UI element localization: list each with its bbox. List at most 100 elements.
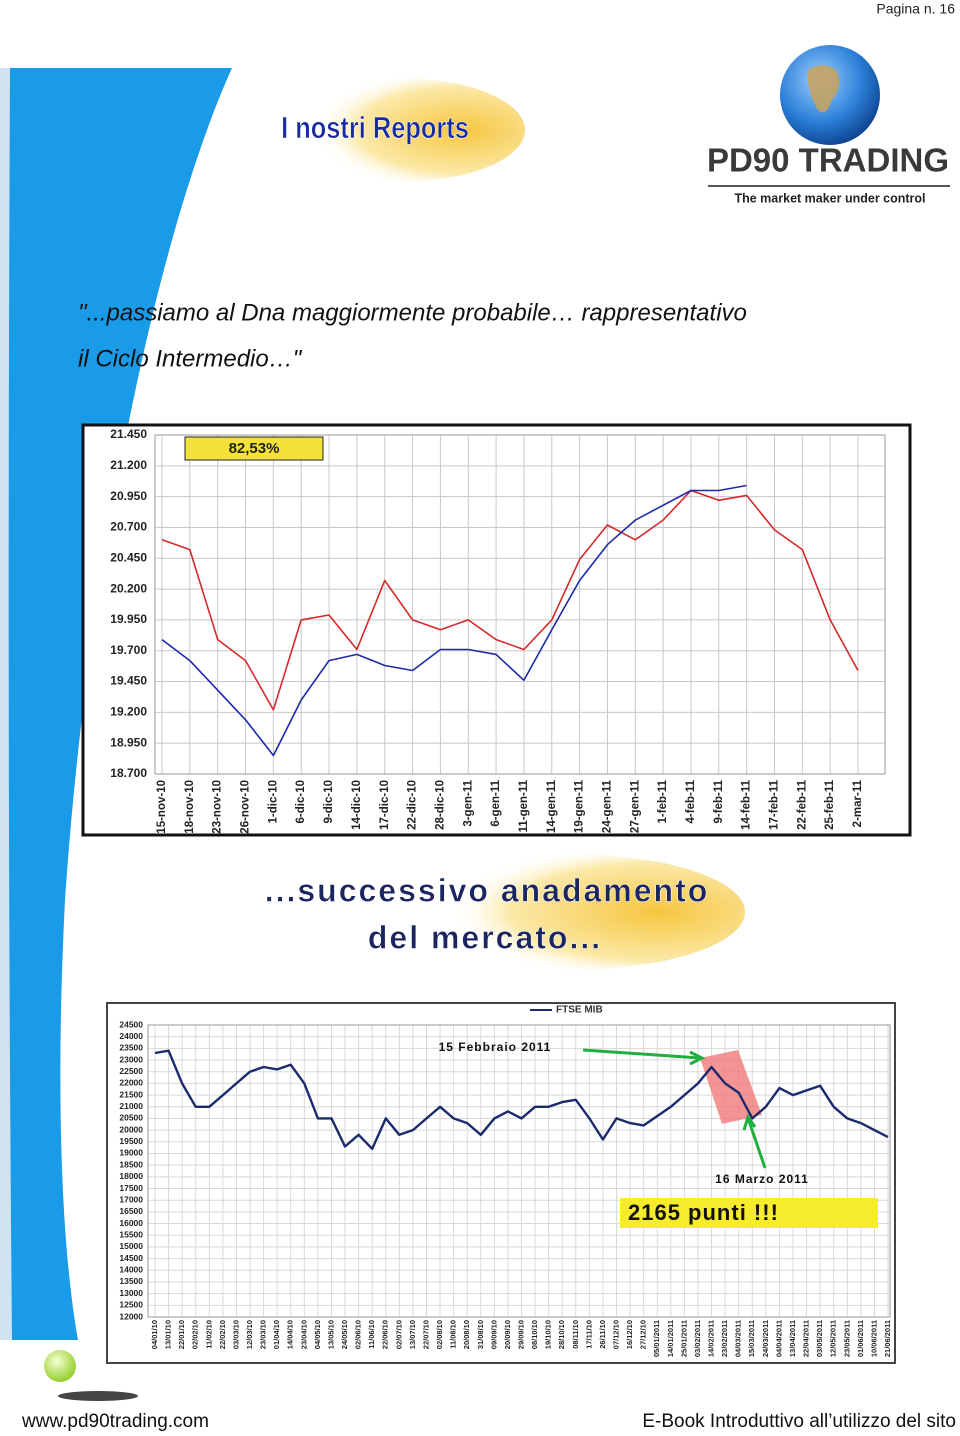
y-tick-label: 19.700 xyxy=(110,643,147,657)
x-tick-label: 05/01/2011 xyxy=(652,1320,661,1357)
arrow xyxy=(582,1048,767,1169)
y-tick-label: 18000 xyxy=(119,1171,143,1181)
y-tick-label: 17500 xyxy=(119,1183,143,1193)
x-tick-label: 22/02/10 xyxy=(218,1320,227,1349)
y-tick-label: 18500 xyxy=(119,1159,143,1169)
y-tick-label: 18.700 xyxy=(110,766,147,780)
x-tick-label: 02/02/10 xyxy=(191,1320,200,1349)
x-tick-label: 15-nov-10 xyxy=(156,780,168,834)
y-tick-label: 16000 xyxy=(119,1218,143,1228)
y-tick-label: 22000 xyxy=(119,1078,143,1088)
y-tick-label: 19.200 xyxy=(110,705,147,719)
logo-brand: PD90 TRADING xyxy=(707,142,949,179)
x-tick-label: 23-nov-10 xyxy=(212,780,224,834)
subtitle-highlight xyxy=(395,854,745,970)
x-tick-label: 24/05/10 xyxy=(340,1320,349,1349)
x-tick-label: 25/01/2011 xyxy=(679,1320,688,1357)
x-tick-label: 9-feb-11 xyxy=(713,779,725,823)
x-tick-label: 22/07/10 xyxy=(421,1320,430,1349)
x-tick-label: 23/02/2011 xyxy=(720,1320,729,1357)
x-tick-label: 25-feb-11 xyxy=(824,779,836,829)
annotation: 82,53% xyxy=(229,440,280,457)
subtitle-line: ...successivo anadamento xyxy=(265,872,710,908)
chart: 18.700 18.950 19.200 19.450 19.700 19.950 20.2… xyxy=(110,427,886,834)
x-tick-label: 22-feb-11 xyxy=(796,779,808,829)
x-tick-label: 6-dic-10 xyxy=(295,780,307,823)
y-tick-label: 21.450 xyxy=(110,427,147,441)
x-tick-label: 22/04/2011 xyxy=(802,1320,811,1357)
x-tick-label: 11/08/10 xyxy=(449,1320,458,1349)
y-tick-label: 19.950 xyxy=(110,612,147,626)
x-tick-label: 13/04/2011 xyxy=(788,1320,797,1357)
annotation: 2165 punti !!! xyxy=(628,1200,779,1225)
logo-tagline: The market maker under control xyxy=(734,191,925,205)
x-tick-label: 04/03/2011 xyxy=(734,1320,743,1357)
series-line xyxy=(161,489,859,711)
x-tick-label: 11/02/10 xyxy=(204,1320,213,1349)
x-tick-label: 12/05/2011 xyxy=(829,1320,838,1357)
x-tick-label: 04/05/10 xyxy=(313,1320,322,1349)
annotation-box xyxy=(620,1198,878,1228)
title-highlight xyxy=(275,78,525,182)
series-line xyxy=(161,484,747,757)
y-tick-label: 19500 xyxy=(119,1136,143,1146)
y-tick-label: 21.200 xyxy=(110,458,147,472)
y-tick-label: 21000 xyxy=(119,1101,143,1111)
x-tick-label: 02/07/10 xyxy=(394,1320,403,1349)
y-tick-label: 12500 xyxy=(119,1300,143,1310)
x-tick-label: 04/04/2011 xyxy=(774,1320,783,1357)
quote-line: il Ciclo Intermedio…" xyxy=(78,345,303,372)
x-tick-label: 04/01/10 xyxy=(150,1320,159,1349)
x-tick-label: 14/01/2011 xyxy=(666,1320,675,1357)
y-tick-label: 20.200 xyxy=(110,581,147,595)
x-tick-label: 23/05/2011 xyxy=(842,1320,851,1357)
x-tick-label: 14/04/10 xyxy=(286,1320,295,1349)
footer-ebook: E-Book Introduttivo all’utilizzo del sit… xyxy=(642,1411,956,1432)
y-tick-label: 21500 xyxy=(119,1089,143,1099)
y-tick-label: 24000 xyxy=(119,1031,143,1041)
x-tick-label: 11-gen-11 xyxy=(518,779,530,832)
y-tick-label: 13500 xyxy=(119,1276,143,1286)
y-tick-label: 23500 xyxy=(119,1043,143,1053)
x-tick-label: 22/01/10 xyxy=(177,1320,186,1349)
x-tick-label: 3-gen-11 xyxy=(462,779,474,826)
x-tick-label: 23/04/10 xyxy=(299,1320,308,1349)
y-tick-label: 23000 xyxy=(119,1054,143,1064)
section-title: I nostri Reports xyxy=(281,111,469,146)
x-tick-label: 19/10/10 xyxy=(544,1320,553,1349)
x-tick-label: 01/06/2011 xyxy=(856,1320,865,1357)
x-tick-label: 02/08/10 xyxy=(435,1320,444,1349)
x-tick-label: 23/03/10 xyxy=(259,1320,268,1349)
x-tick-label: 08/10/10 xyxy=(530,1320,539,1349)
x-tick-label: 08/11/10 xyxy=(571,1320,580,1349)
x-tick-label: 27-gen-11 xyxy=(629,779,641,833)
y-tick-label: 17000 xyxy=(119,1194,143,1204)
y-tick-label: 20500 xyxy=(119,1113,143,1123)
footer-ornament xyxy=(58,1391,138,1401)
x-tick-label: 13/01/10 xyxy=(164,1320,173,1349)
x-tick-label: 07/12/10 xyxy=(612,1320,621,1349)
y-tick-label: 12000 xyxy=(119,1311,143,1321)
footer-ball xyxy=(44,1350,76,1382)
x-tick-label: 31/08/10 xyxy=(476,1320,485,1349)
x-tick-label: 03/05/2011 xyxy=(815,1320,824,1357)
x-tick-label: 9-dic-10 xyxy=(323,780,335,823)
y-tick-label: 24500 xyxy=(119,1019,143,1029)
x-tick-label: 24/03/2011 xyxy=(761,1320,770,1357)
x-tick-label: 28-dic-10 xyxy=(434,780,446,830)
x-tick-label: 28/10/10 xyxy=(557,1320,566,1349)
x-tick-label: 1-feb-11 xyxy=(657,779,669,823)
y-tick-label: 16500 xyxy=(119,1206,143,1216)
x-tick-label: 16/12/10 xyxy=(625,1320,634,1349)
y-tick-label: 22500 xyxy=(119,1066,143,1076)
x-tick-label: 14/02/2011 xyxy=(707,1320,716,1357)
subtitle-line: del mercato... xyxy=(368,919,602,955)
annotation: 15 Febbraio 2011 xyxy=(439,1040,552,1054)
x-tick-label: 18-nov-10 xyxy=(184,780,196,834)
footer-site: www.pd90trading.com xyxy=(21,1411,209,1432)
plot-border xyxy=(147,1024,891,1318)
y-tick-label: 20000 xyxy=(119,1124,143,1134)
side-swoosh xyxy=(0,68,232,1340)
